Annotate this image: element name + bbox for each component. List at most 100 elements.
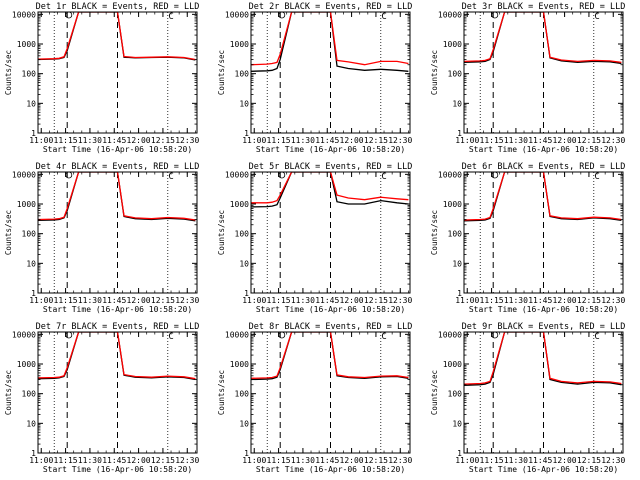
y-axis-label: Counts/sec: [4, 370, 13, 415]
c-marker: C: [594, 172, 599, 182]
y-tick-label: 10000: [225, 10, 249, 19]
y-tick-label: 10: [452, 419, 462, 428]
x-axis-label: Start Time (16-Apr-06 10:58:20): [469, 465, 618, 474]
series-lld-line: [464, 172, 622, 221]
c-marker: C: [381, 172, 386, 182]
series-lld-line: [38, 332, 196, 380]
panel-title: Det 8r BLACK = Events, RED = LLD: [249, 322, 413, 332]
y-axis-label: Counts/sec: [430, 50, 439, 95]
x-tick-label: 12:15: [577, 136, 601, 145]
plot-frame: [463, 11, 624, 134]
x-tick-label: 12:00: [553, 296, 577, 305]
x-tick-label: 11:30: [78, 456, 102, 465]
y-tick-label: 10: [452, 259, 462, 268]
y-tick-label: 10: [452, 99, 462, 108]
y-tick-label: 100: [22, 390, 37, 399]
c-marker: C: [381, 12, 386, 22]
panel-title: Det 2r BLACK = Events, RED = LLD: [249, 2, 413, 12]
x-tick-label: 11:30: [504, 456, 528, 465]
c-marker: C: [381, 332, 386, 342]
x-tick-label: 11:15: [267, 456, 291, 465]
x-axis-label: Start Time (16-Apr-06 10:58:20): [43, 145, 192, 154]
y-tick-label: 10: [239, 99, 249, 108]
x-tick-label: 12:00: [127, 456, 151, 465]
x-tick-label: 11:30: [78, 136, 102, 145]
x-axis-label: Start Time (16-Apr-06 10:58:20): [256, 305, 405, 314]
y-tick-label: 1000: [230, 200, 249, 209]
plot-frame: [250, 11, 411, 134]
c-marker: C: [168, 172, 173, 182]
y-tick-label: 1: [457, 129, 462, 138]
plot-frame: [250, 171, 411, 294]
x-tick-label: 11:15: [54, 136, 78, 145]
x-tick-label: 12:00: [127, 296, 151, 305]
plot-frame: [37, 331, 198, 454]
panel-title: Det 1r BLACK = Events, RED = LLD: [36, 2, 200, 12]
y-axis-label: Counts/sec: [217, 370, 226, 415]
y-axis-label: Counts/sec: [430, 370, 439, 415]
y-tick-label: 10000: [12, 170, 36, 179]
x-tick-label: 11:15: [480, 296, 504, 305]
panel-title: Det 7r BLACK = Events, RED = LLD: [36, 322, 200, 332]
y-tick-label: 10000: [12, 330, 36, 339]
x-tick-label: 11:00: [242, 456, 266, 465]
y-tick-label: 1: [244, 449, 249, 458]
x-tick-label: 11:45: [102, 296, 126, 305]
y-tick-label: 1: [457, 289, 462, 298]
x-tick-label: 12:00: [553, 136, 577, 145]
x-tick-label: 12:30: [175, 296, 199, 305]
series-events-line: [464, 172, 622, 222]
x-tick-label: 12:15: [151, 456, 175, 465]
y-tick-label: 1: [244, 289, 249, 298]
x-tick-label: 12:30: [388, 456, 412, 465]
plot-frame: [250, 331, 411, 454]
x-axis-label: Start Time (16-Apr-06 10:58:20): [256, 465, 405, 474]
x-tick-label: 11:30: [78, 296, 102, 305]
series-events-line: [251, 12, 409, 72]
x-tick-label: 11:45: [528, 456, 552, 465]
y-tick-label: 1000: [230, 360, 249, 369]
c-marker: C: [594, 12, 599, 22]
x-tick-label: 11:00: [29, 136, 53, 145]
x-tick-label: 11:00: [242, 136, 266, 145]
x-tick-label: 12:15: [151, 136, 175, 145]
c-marker: C: [168, 332, 173, 342]
c-marker: C: [594, 332, 599, 342]
panel-title: Det 5r BLACK = Events, RED = LLD: [249, 162, 413, 172]
x-tick-label: 11:30: [291, 296, 315, 305]
y-tick-label: 1000: [443, 200, 462, 209]
y-axis-label: Counts/sec: [430, 210, 439, 255]
series-events-line: [38, 172, 196, 222]
x-tick-label: 12:30: [601, 456, 625, 465]
x-tick-label: 11:45: [102, 456, 126, 465]
x-tick-label: 11:45: [315, 456, 339, 465]
y-tick-label: 10: [239, 259, 249, 268]
y-tick-label: 1000: [17, 360, 36, 369]
x-tick-label: 11:15: [267, 296, 291, 305]
series-lld-line: [251, 172, 409, 204]
x-tick-label: 11:00: [29, 456, 53, 465]
x-tick-label: 11:45: [315, 296, 339, 305]
x-tick-label: 12:00: [127, 136, 151, 145]
x-tick-label: 12:30: [175, 456, 199, 465]
x-tick-label: 11:45: [528, 296, 552, 305]
series-events-line: [251, 172, 409, 208]
y-tick-label: 100: [448, 390, 463, 399]
panel-title: Det 4r BLACK = Events, RED = LLD: [36, 162, 200, 172]
y-tick-label: 100: [448, 70, 463, 79]
x-tick-label: 11:15: [267, 136, 291, 145]
panel-title: Det 6r BLACK = Events, RED = LLD: [462, 162, 626, 172]
plot-frame: [37, 171, 198, 294]
plot-frame: [463, 331, 624, 454]
y-axis-label: Counts/sec: [4, 210, 13, 255]
x-tick-label: 11:45: [528, 136, 552, 145]
series-lld-line: [251, 332, 409, 379]
x-tick-label: 11:15: [480, 456, 504, 465]
series-events-line: [251, 332, 409, 381]
y-tick-label: 1000: [17, 40, 36, 49]
y-axis-label: Counts/sec: [4, 50, 13, 95]
y-tick-label: 100: [448, 230, 463, 239]
